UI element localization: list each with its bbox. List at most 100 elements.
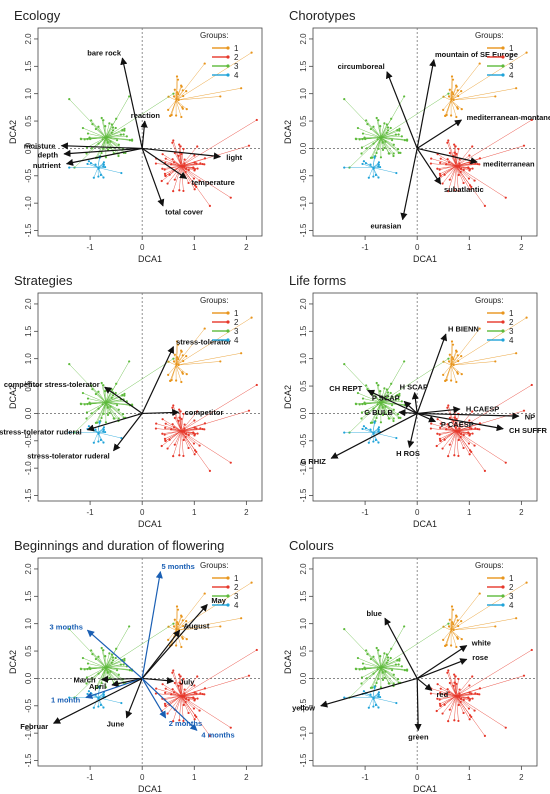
- legend-label: 1: [509, 44, 514, 53]
- site-point: [176, 621, 179, 624]
- site-link: [444, 165, 457, 175]
- site-link: [174, 682, 182, 697]
- site-point: [396, 413, 400, 416]
- site-point: [172, 625, 176, 628]
- site-link: [450, 351, 457, 366]
- site-link: [175, 86, 182, 101]
- site-link: [365, 692, 374, 698]
- site-link: [431, 423, 457, 432]
- site-link: [105, 667, 119, 675]
- site-link: [180, 146, 182, 166]
- site-link: [378, 667, 381, 679]
- vector-label: moisture: [24, 141, 56, 150]
- site-link: [162, 418, 182, 432]
- site-point: [451, 356, 454, 359]
- site-link: [181, 384, 257, 432]
- site-point: [86, 662, 90, 665]
- site-point: [161, 167, 164, 170]
- site-point: [377, 384, 380, 387]
- site-link: [443, 626, 452, 631]
- vector-label: depth: [38, 150, 59, 159]
- site-link: [437, 165, 457, 169]
- site-point: [97, 440, 100, 443]
- vector-arrow: [417, 412, 504, 432]
- site-link: [179, 695, 182, 721]
- site-point: [123, 127, 126, 130]
- site-point: [103, 430, 107, 434]
- site-point: [471, 145, 474, 148]
- site-point: [436, 697, 439, 700]
- site-link: [380, 667, 401, 684]
- site-point: [399, 416, 402, 420]
- site-link: [430, 163, 457, 167]
- site-link: [378, 120, 381, 138]
- legend-dot: [226, 311, 230, 315]
- site-point: [405, 669, 409, 672]
- site-point: [453, 151, 456, 154]
- site-link: [380, 402, 405, 406]
- site-point: [439, 174, 442, 177]
- x-tick-label: -1: [362, 773, 370, 782]
- site-link: [380, 667, 394, 684]
- vector-arrow: [403, 400, 418, 414]
- site-point: [467, 431, 470, 434]
- site-link: [451, 96, 496, 101]
- site-link: [175, 63, 205, 101]
- site-link: [181, 430, 231, 463]
- site-point: [377, 163, 380, 166]
- site-point: [187, 446, 190, 450]
- site-point: [471, 697, 474, 700]
- site-link: [181, 411, 198, 432]
- site-link: [456, 695, 470, 720]
- site-point: [448, 708, 451, 711]
- site-point: [83, 403, 86, 406]
- site-point: [473, 179, 476, 182]
- plot-colours: Colours-1 0 1 2-1.5-1.0-0.50.00.51.01.52.0D…: [283, 538, 538, 794]
- y-tick-label: 0.5: [24, 645, 33, 657]
- site-point: [114, 656, 117, 660]
- site-point: [160, 179, 163, 183]
- site-point: [193, 433, 197, 436]
- site-link: [447, 672, 457, 697]
- site-point: [185, 619, 188, 623]
- site-point: [173, 178, 176, 181]
- vector-label: temperature: [192, 178, 235, 187]
- vector-arrow: [416, 333, 448, 414]
- site-link: [105, 137, 118, 141]
- site-point: [178, 416, 181, 419]
- site-point: [445, 643, 448, 647]
- vector-arrow: [385, 71, 418, 149]
- site-point: [369, 127, 372, 131]
- site-point: [229, 196, 232, 199]
- site-point: [172, 455, 175, 458]
- site-point: [163, 172, 167, 175]
- site-link: [362, 133, 381, 138]
- site-point: [85, 152, 88, 155]
- site-link: [82, 657, 106, 668]
- site-point: [183, 423, 186, 426]
- site-point: [366, 123, 369, 126]
- site-point: [128, 360, 131, 363]
- site-point: [343, 628, 346, 631]
- site-point: [447, 360, 451, 363]
- site-link: [168, 361, 177, 366]
- site-link: [442, 695, 457, 714]
- vector-arrow: [417, 406, 461, 415]
- site-point: [483, 204, 487, 207]
- site-link: [349, 402, 381, 433]
- site-link: [448, 670, 457, 697]
- legend-title: Groups:: [475, 561, 503, 570]
- site-link: [456, 165, 470, 190]
- site-link: [105, 361, 130, 403]
- site-point: [377, 441, 380, 444]
- site-link: [105, 128, 125, 138]
- site-point: [400, 665, 403, 668]
- site-link: [380, 130, 400, 138]
- legend-label: 1: [509, 309, 514, 318]
- site-point: [457, 454, 460, 458]
- legend-label: 2: [509, 53, 514, 62]
- y-tick-label: -0.5: [299, 698, 308, 712]
- site-point: [173, 88, 176, 91]
- legend-title: Groups:: [200, 31, 228, 40]
- legend-dot: [226, 64, 230, 68]
